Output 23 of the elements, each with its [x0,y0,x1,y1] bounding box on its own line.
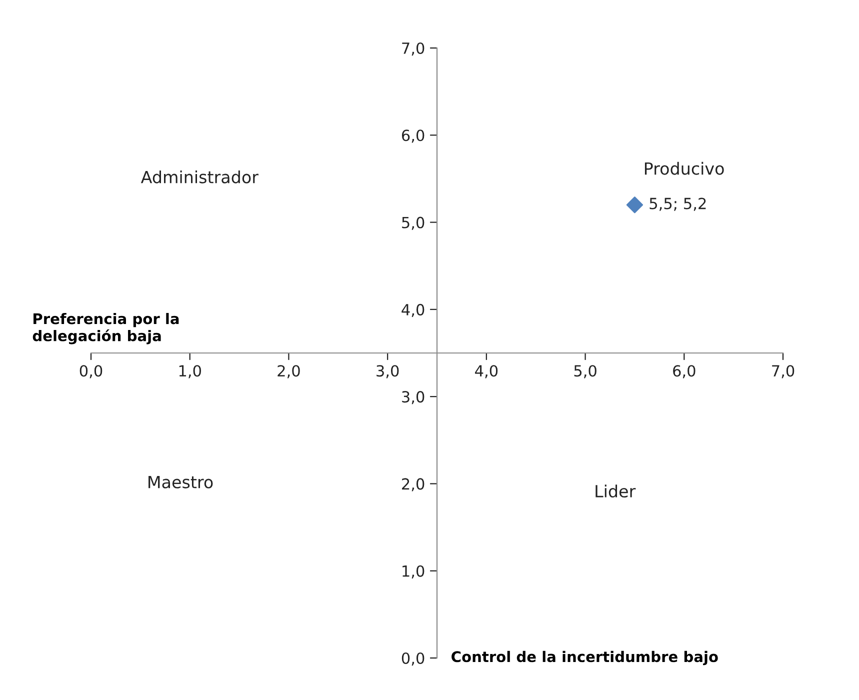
x-tick-label: 1,0 [179,365,201,378]
y-tick-label: 3,0 [402,391,424,404]
annotation: Administrador [140,170,258,184]
x-tick-label: 6,0 [673,365,696,378]
y-tick-label: 7,0 [402,42,424,56]
x-tick-label: 4,0 [475,365,498,378]
annotation: Lider [596,484,636,498]
y-tick-label: 0,0 [402,652,424,666]
x-tick-label: 2,0 [278,365,300,378]
x-tick-label: 5,0 [574,365,596,378]
annotation: Preferencia por la delegación baja [32,312,179,344]
x-tick-label: 3,0 [376,365,399,378]
y-tick-label: 6,0 [402,130,424,143]
y-tick-label: 5,0 [402,216,424,230]
x-tick-label: 0,0 [80,365,102,378]
y-tick-label: 2,0 [402,478,424,492]
y-tick-label: 1,0 [402,565,424,578]
annotation: Maestro [148,476,213,488]
y-tick-label: 4,0 [402,304,424,318]
annotation: Control de la incertidumbre bajo [452,650,718,666]
annotation: Producivo [644,162,724,175]
x-tick-label: 7,0 [772,365,794,378]
data-label: 5,5; 5,2 [650,198,706,211]
